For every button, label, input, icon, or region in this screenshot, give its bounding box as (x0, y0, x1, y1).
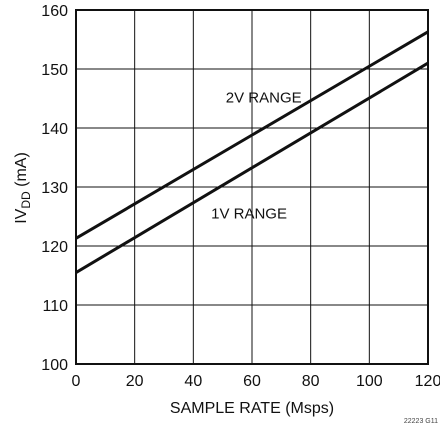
x-tick-label: 100 (356, 373, 383, 390)
y-axis-label: IVDD (mA) (13, 152, 33, 224)
x-tick-label: 120 (415, 373, 440, 390)
annotation-2v-range: 2V RANGE (226, 90, 302, 107)
y-tick-label: 110 (42, 298, 68, 315)
x-tick-label: 60 (243, 373, 261, 390)
y-tick-label: 140 (41, 121, 68, 138)
y-axis-label-prefix: IV (13, 208, 30, 223)
series-line-2v-range (75, 30, 429, 240)
x-tick-labels: 0 20 40 60 80 100 120 (72, 373, 440, 390)
y-tick-label: 130 (41, 180, 68, 197)
series-line-1v-range (75, 61, 429, 274)
y-tick-label: 150 (41, 62, 68, 79)
x-tick-label: 40 (184, 373, 202, 390)
series-annotations: 2V RANGE 1V RANGE (211, 90, 302, 223)
y-tick-labels: 100 110 120 130 140 150 160 (41, 3, 68, 374)
y-axis-label-subscript: DD (19, 191, 33, 209)
y-tick-label: 120 (41, 239, 68, 256)
plot-frame (75, 9, 429, 365)
y-axis-label-suffix: (mA) (13, 152, 30, 191)
figure-id: 22223 G11 (404, 418, 438, 423)
x-tick-label: 0 (72, 373, 81, 390)
y-tick-label: 160 (41, 3, 68, 20)
x-tick-label: 80 (302, 373, 320, 390)
annotation-1v-range: 1V RANGE (211, 205, 287, 222)
x-axis-label: SAMPLE RATE (Msps) (170, 400, 334, 417)
series-group (75, 30, 429, 274)
x-tick-label: 20 (126, 373, 144, 390)
y-tick-label: 100 (41, 357, 68, 374)
